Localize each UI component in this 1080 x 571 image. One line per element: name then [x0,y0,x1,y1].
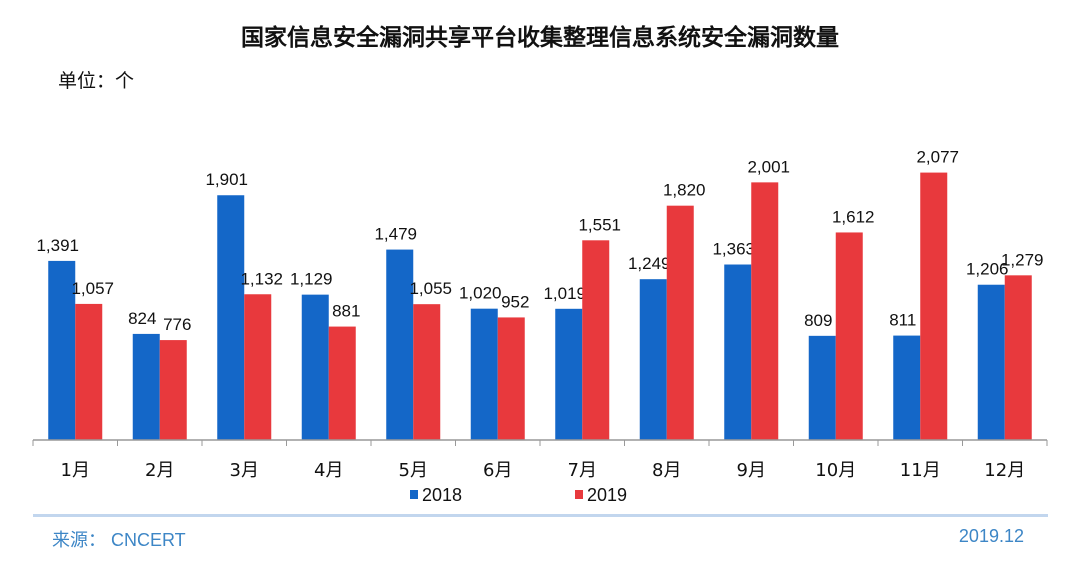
data-label-2018: 1,363 [712,240,755,259]
x-tick-label: 7月 [568,460,597,481]
bar-2018 [808,335,836,440]
bar-2019 [159,340,187,440]
data-label-2019: 1,132 [240,269,283,288]
data-label-2019: 2,001 [747,157,790,176]
bar-2019 [666,205,694,440]
bar-2018 [301,294,329,440]
data-label-2018: 1,479 [374,225,417,244]
bar-2018 [217,195,245,440]
bar-2019 [920,172,948,440]
data-label-2019: 1,820 [663,181,706,200]
footer-divider [33,514,1048,517]
data-label-2019: 1,055 [409,279,452,298]
date-label: 2019.12 [958,526,1024,546]
data-label-2018: 1,129 [290,270,333,289]
bar-2019 [413,304,441,440]
bar-2018 [555,308,583,440]
legend-label-2018: 2018 [422,485,462,505]
data-label-2018: 811 [889,311,916,330]
data-label-2018: 824 [128,309,156,328]
x-tick-label: 12月 [984,460,1025,481]
x-tick-label: 9月 [737,460,766,481]
bar-2018 [470,308,498,440]
x-tick-label: 3月 [230,460,259,481]
data-label-2018: 1,019 [543,284,586,303]
bar-2019 [244,294,272,440]
bar-2018 [724,264,752,440]
data-label-2019: 1,551 [578,215,621,234]
data-label-2018: 1,901 [205,170,248,189]
bar-2018 [386,249,414,440]
data-label-2018: 1,391 [36,236,79,255]
data-label-2019: 952 [501,292,529,311]
legend-swatch-2019 [575,490,583,499]
bar-2018 [893,335,921,440]
x-tick-label: 11月 [900,460,941,481]
bar-2019 [75,303,103,440]
bar-2018 [48,260,76,440]
bar-2019 [582,240,610,440]
data-label-2019: 1,279 [1001,250,1044,269]
bar-2018 [639,279,667,440]
legend-label-2019: 2019 [587,485,627,505]
x-tick-label: 8月 [652,460,681,481]
data-label-2019: 1,612 [832,207,875,226]
x-tick-label: 6月 [483,460,512,481]
unit-label: 单位：个 [58,70,135,92]
data-label-2019: 881 [332,302,360,321]
data-label-2019: 2,077 [916,148,959,167]
data-label-2018: 1,020 [459,284,502,303]
data-label-2019: 776 [163,315,191,334]
legend-swatch-2018 [410,490,418,499]
bar-2018 [132,333,160,440]
chart-title: 国家信息安全漏洞共享平台收集整理信息系统安全漏洞数量 [241,25,839,51]
x-tick-label: 5月 [399,460,428,481]
bar-2019 [497,317,525,440]
x-tick-label: 4月 [314,460,343,481]
source-label: 来源： CNCERT [52,530,186,550]
x-tick-label: 10月 [815,460,856,481]
bar-2019 [1004,275,1032,440]
x-tick-label: 1月 [61,460,90,481]
data-label-2019: 1,057 [71,279,114,298]
x-tick-label: 2月 [145,460,174,481]
data-label-2018: 809 [804,311,832,330]
data-label-2018: 1,249 [628,254,671,273]
bar-2019 [835,232,863,440]
bar-2019 [328,326,356,440]
bar-2018 [977,284,1005,440]
data-label-2018: 1,206 [966,260,1009,279]
bar-2019 [751,182,779,440]
